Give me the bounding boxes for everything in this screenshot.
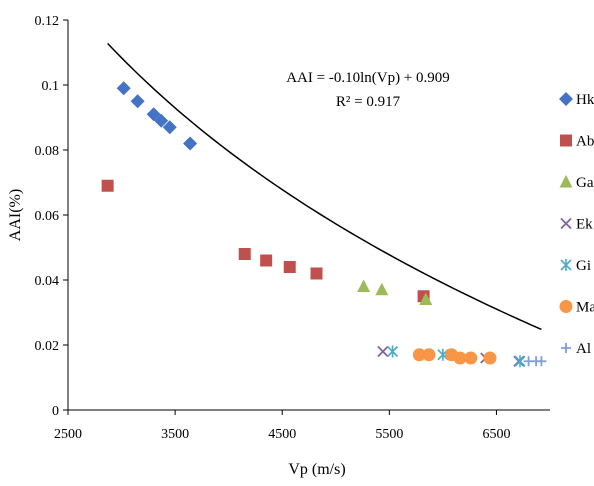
legend-item-ga: Ga	[559, 175, 594, 191]
data-point-hk	[162, 120, 177, 135]
series-ma	[412, 348, 497, 365]
legend-item-al: Al	[561, 341, 591, 357]
x-tick-label: 3500	[161, 427, 189, 442]
legend-item-ab: Ab	[560, 134, 594, 150]
legend-item-hk: Hk	[559, 92, 594, 108]
legend-marker-gi	[560, 259, 572, 271]
trendline	[107, 42, 542, 331]
series-ga	[357, 279, 433, 305]
x-tick-label: 6500	[482, 427, 510, 442]
series-ab	[101, 179, 430, 303]
data-point-hk	[130, 94, 145, 109]
x-tick-label: 5500	[375, 427, 403, 442]
x-axis-title: Vp (m/s)	[288, 461, 345, 478]
legend-label-al: Al	[576, 341, 591, 357]
legend-label-gi: Gi	[576, 258, 591, 274]
legend-item-ek: Ek	[560, 217, 593, 233]
legend: Hk Ab Ga Ek Gi Ma Al	[559, 92, 594, 357]
legend-marker-hk	[559, 92, 573, 106]
y-tick-label: 0.08	[35, 144, 60, 159]
series-al	[523, 356, 547, 367]
legend-marker-ga	[559, 175, 573, 188]
data-point-ga	[419, 292, 433, 305]
data-point-ma	[422, 348, 436, 362]
legend-item-gi: Gi	[560, 258, 591, 274]
y-tick-label: 0.12	[35, 14, 60, 29]
data-point-gi	[514, 355, 526, 368]
data-point-al	[536, 356, 547, 367]
data-point-hk	[154, 113, 169, 128]
r-squared-label: R² = 0.917	[336, 94, 401, 110]
data-point-hk	[116, 81, 131, 96]
legend-item-ma: Ma	[559, 300, 594, 316]
trendline-equation: AAI = -0.10ln(Vp) + 0.909	[286, 70, 450, 86]
y-tick-label: 0.02	[35, 339, 60, 354]
data-markers	[101, 81, 547, 368]
y-tick-label: 0	[52, 404, 59, 419]
data-point-ma	[412, 348, 426, 362]
data-point-ab	[260, 254, 273, 267]
x-axis-ticks: 2500 3500 4500 5500 6500	[54, 410, 510, 442]
y-tick-label: 0.04	[35, 274, 60, 289]
legend-marker-ek	[560, 217, 572, 230]
legend-marker-ab	[560, 134, 572, 147]
y-tick-label: 0.1	[42, 79, 60, 94]
x-tick-label: 2500	[54, 427, 82, 442]
data-point-gi	[386, 345, 399, 358]
data-point-ab	[283, 261, 296, 273]
data-point-ma	[483, 351, 497, 365]
data-point-ma	[453, 351, 467, 365]
data-point-ma	[464, 351, 478, 365]
legend-label-ab: Ab	[576, 134, 594, 150]
data-point-ab	[101, 179, 114, 192]
legend-label-ma: Ma	[576, 300, 594, 316]
data-point-ab	[238, 248, 251, 260]
legend-label-ek: Ek	[576, 217, 593, 233]
data-point-ab	[310, 267, 323, 280]
y-tick-label: 0.06	[35, 209, 60, 224]
data-point-ga	[375, 282, 389, 296]
y-axis-ticks: 0 0.02 0.04 0.06 0.08 0.1 0.12	[35, 14, 68, 419]
data-point-hk	[183, 136, 198, 151]
y-axis-title: AAI(%)	[7, 189, 24, 241]
series-hk	[116, 81, 198, 151]
legend-label-ga: Ga	[576, 175, 594, 191]
data-point-ek	[377, 345, 389, 358]
x-tick-label: 4500	[268, 427, 296, 442]
data-point-ga	[357, 279, 371, 292]
legend-marker-al	[561, 343, 571, 353]
legend-label-hk: Hk	[576, 92, 594, 108]
legend-marker-ma	[559, 300, 573, 313]
